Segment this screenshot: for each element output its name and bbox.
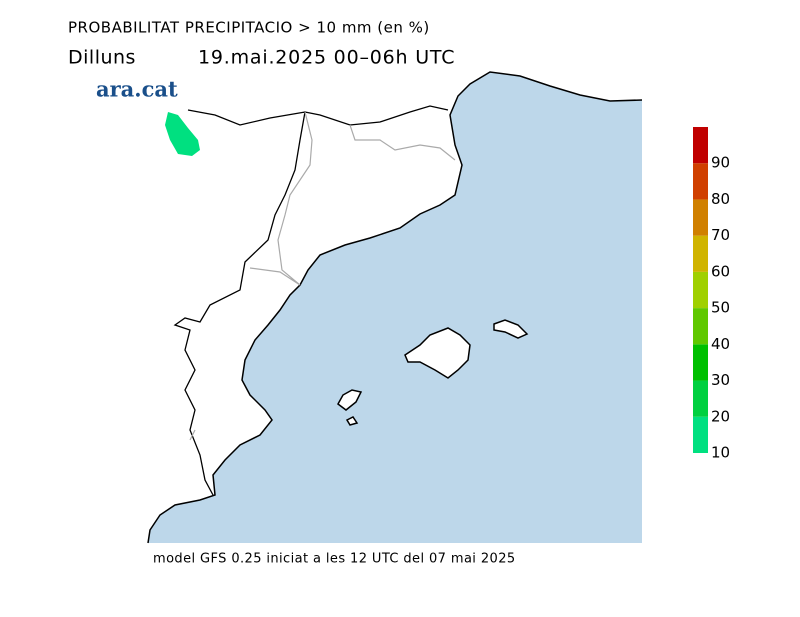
ibiza (337, 389, 363, 411)
colorbar-segment (693, 416, 708, 453)
colorbar-tick-label: 10 (711, 444, 730, 462)
border (173, 105, 449, 496)
sea (148, 72, 642, 543)
colorbar-tick-label: 90 (711, 154, 730, 172)
colorbar: 10 20 30 40 50 60 70 80 90 (693, 127, 730, 462)
colorbar-tick-label: 60 (711, 262, 730, 280)
colorbar-tick-label: 30 (711, 371, 730, 389)
colorbar-segment (693, 271, 708, 309)
precip-area (165, 112, 200, 156)
colorbar-tick-label: 40 (711, 335, 730, 353)
colorbar-tick-label: 50 (711, 299, 730, 317)
title: PROBABILITAT PRECIPITACIO > 10 mm (en %) (68, 19, 430, 37)
mallorca (404, 327, 471, 379)
menorca (493, 319, 529, 339)
colorbar-segment (693, 308, 708, 345)
footer: model GFS 0.25 iniciat a les 12 UTC del … (153, 552, 516, 567)
colorbar-segment (693, 380, 708, 417)
logo: ara.cat (96, 77, 178, 102)
formentera (345, 416, 359, 426)
colorbar-segment (693, 235, 708, 272)
colorbar-tick-label: 80 (711, 190, 730, 208)
colorbar-segment (693, 163, 708, 200)
colorbar-segment (693, 199, 708, 236)
colorbar-tick-label: 70 (711, 226, 730, 244)
colorbar-segment (693, 127, 708, 164)
region-border (189, 111, 456, 441)
colorbar-segment (693, 344, 708, 381)
day: Dilluns (68, 47, 136, 69)
period: 19.mai.2025 00–06h UTC (198, 47, 455, 69)
colorbar-tick-label: 20 (711, 407, 730, 425)
